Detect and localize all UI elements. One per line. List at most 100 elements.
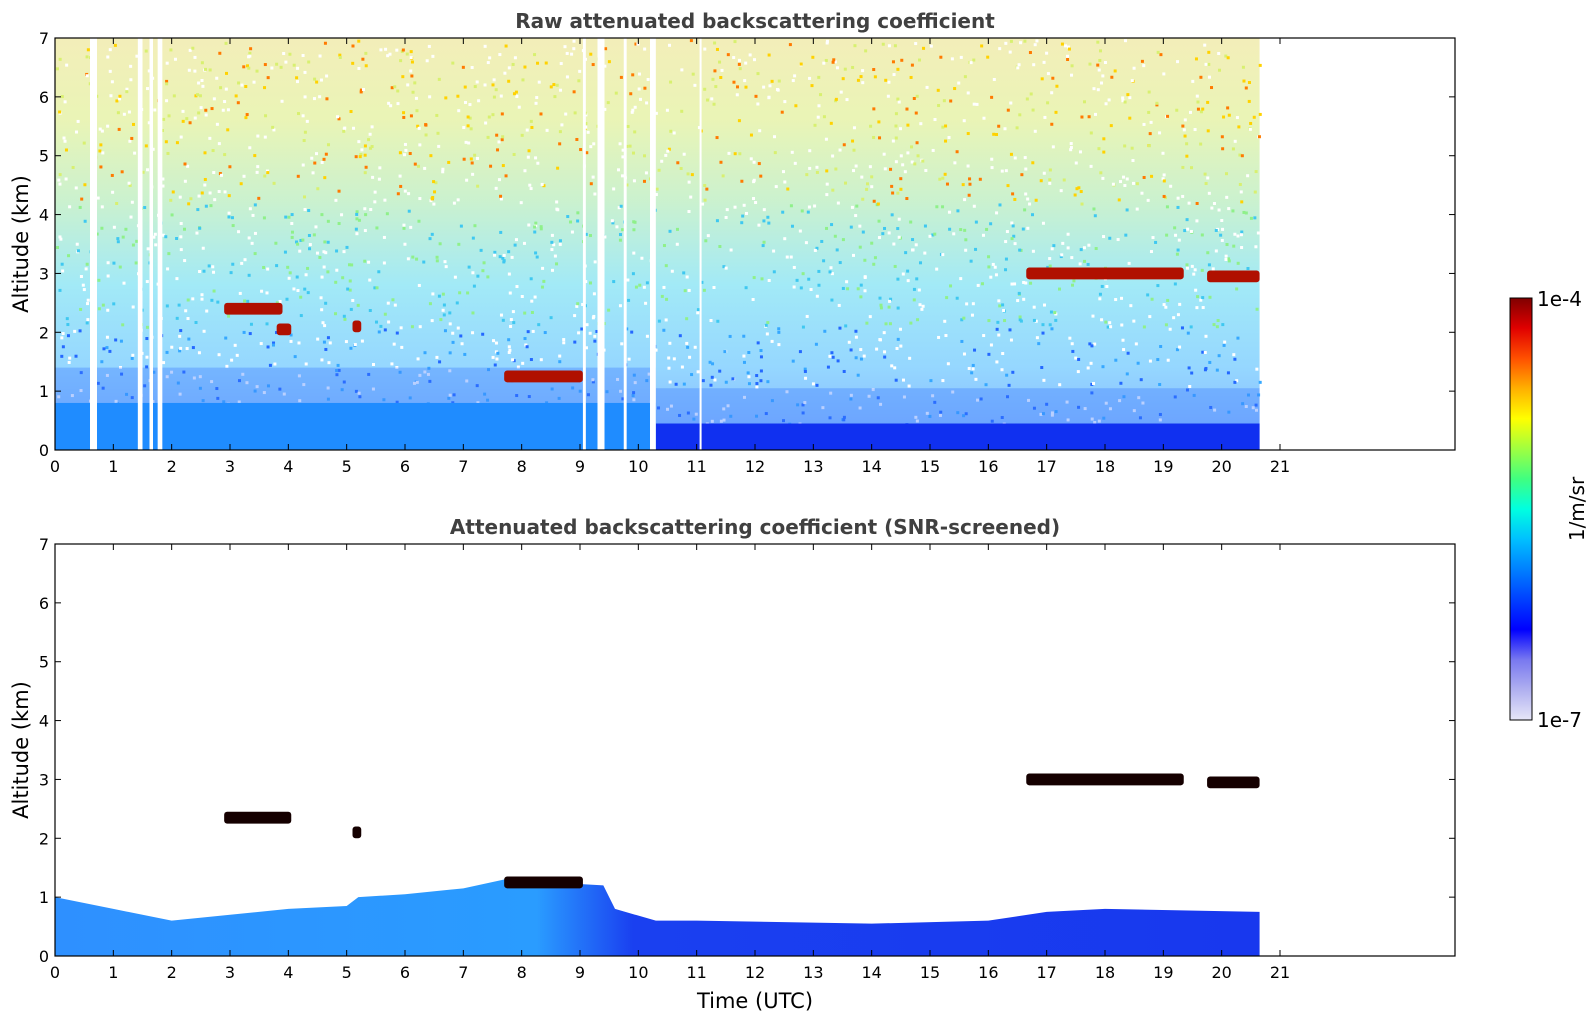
- noise-speck: [792, 285, 796, 289]
- noise-speck: [278, 387, 282, 391]
- noise-speck: [883, 226, 887, 230]
- x-tick-label: 11: [686, 963, 706, 982]
- noise-speck: [318, 54, 322, 58]
- noise-speck: [1150, 174, 1154, 178]
- noise-speck: [831, 154, 835, 158]
- noise-speck: [690, 173, 694, 177]
- noise-speck: [112, 302, 116, 306]
- noise-speck: [86, 298, 90, 302]
- noise-speck: [1247, 81, 1251, 85]
- noise-speck: [724, 380, 728, 384]
- noise-speck: [937, 335, 941, 339]
- noise-speck: [1189, 325, 1193, 329]
- noise-speck: [444, 96, 448, 100]
- noise-speck: [251, 213, 255, 217]
- noise-speck: [990, 95, 994, 99]
- noise-speck: [1107, 98, 1111, 102]
- noise-speck: [1224, 54, 1228, 58]
- noise-speck: [1181, 124, 1185, 128]
- noise-speck: [854, 214, 858, 218]
- noise-speck: [401, 48, 405, 52]
- noise-speck: [242, 174, 246, 178]
- noise-speck: [949, 99, 953, 103]
- noise-speck: [98, 149, 102, 153]
- noise-speck: [337, 368, 341, 372]
- noise-speck: [74, 354, 78, 358]
- noise-speck: [172, 94, 176, 98]
- noise-speck: [1011, 370, 1015, 374]
- noise-speck: [1023, 39, 1027, 43]
- noise-speck: [370, 145, 374, 149]
- noise-speck: [363, 171, 367, 175]
- noise-speck: [536, 161, 540, 165]
- noise-speck: [147, 121, 151, 125]
- noise-speck: [1097, 419, 1101, 423]
- noise-speck: [1006, 184, 1010, 188]
- noise-speck: [637, 72, 641, 76]
- noise-speck: [1159, 53, 1163, 57]
- noise-speck: [525, 345, 529, 349]
- noise-speck: [1203, 43, 1207, 47]
- noise-speck: [191, 46, 195, 50]
- noise-speck: [255, 69, 259, 73]
- y-tick-label: 7: [39, 535, 49, 554]
- noise-speck: [1079, 190, 1083, 194]
- noise-speck: [360, 148, 364, 152]
- noise-speck: [593, 260, 597, 264]
- noise-speck: [690, 373, 694, 377]
- noise-speck: [1053, 311, 1057, 315]
- noise-speck: [200, 297, 204, 301]
- noise-speck: [1104, 320, 1108, 324]
- noise-speck: [58, 235, 62, 239]
- noise-speck: [931, 394, 935, 398]
- noise-speck: [97, 307, 101, 311]
- noise-speck: [1035, 336, 1039, 340]
- noise-speck: [714, 85, 718, 89]
- noise-speck: [143, 384, 147, 388]
- noise-speck: [633, 130, 637, 134]
- noise-speck: [729, 414, 733, 418]
- noise-speck: [1236, 261, 1240, 265]
- noise-speck: [1154, 240, 1158, 244]
- noise-speck: [296, 289, 300, 293]
- noise-speck: [863, 258, 867, 262]
- noise-speck: [1200, 268, 1204, 272]
- noise-speck: [512, 321, 516, 325]
- noise-speck: [1040, 366, 1044, 370]
- noise-speck: [319, 78, 323, 82]
- noise-speck: [161, 233, 165, 237]
- noise-speck: [224, 41, 228, 45]
- noise-speck: [757, 162, 761, 166]
- noise-speck: [675, 242, 679, 246]
- noise-speck: [363, 144, 367, 148]
- noise-speck: [562, 338, 566, 342]
- raw-signal-field: [55, 38, 1262, 450]
- noise-speck: [896, 97, 900, 101]
- noise-speck: [823, 329, 827, 333]
- noise-speck: [1019, 41, 1023, 45]
- noise-speck: [785, 390, 789, 394]
- noise-speck: [632, 391, 636, 395]
- noise-speck: [1222, 115, 1226, 119]
- noise-speck: [179, 135, 183, 139]
- noise-speck: [1041, 221, 1045, 225]
- noise-speck: [110, 173, 114, 177]
- noise-speck: [909, 220, 913, 224]
- noise-speck: [631, 272, 635, 276]
- noise-speck: [970, 371, 974, 375]
- noise-speck: [1021, 227, 1025, 231]
- raw-features: [55, 267, 1260, 450]
- noise-speck: [533, 230, 537, 234]
- plot-frame-screened: [54, 543, 1456, 957]
- noise-speck: [1050, 411, 1054, 415]
- noise-speck: [471, 271, 475, 275]
- colorbar: 1e-4 1e-7 1/m/sr: [1509, 287, 1589, 732]
- noise-speck: [894, 160, 898, 164]
- noise-speck: [1096, 63, 1100, 67]
- noise-speck: [101, 151, 105, 155]
- noise-speck: [186, 298, 190, 302]
- noise-speck: [452, 201, 456, 205]
- noise-speck: [1105, 285, 1109, 289]
- noise-speck: [428, 302, 432, 306]
